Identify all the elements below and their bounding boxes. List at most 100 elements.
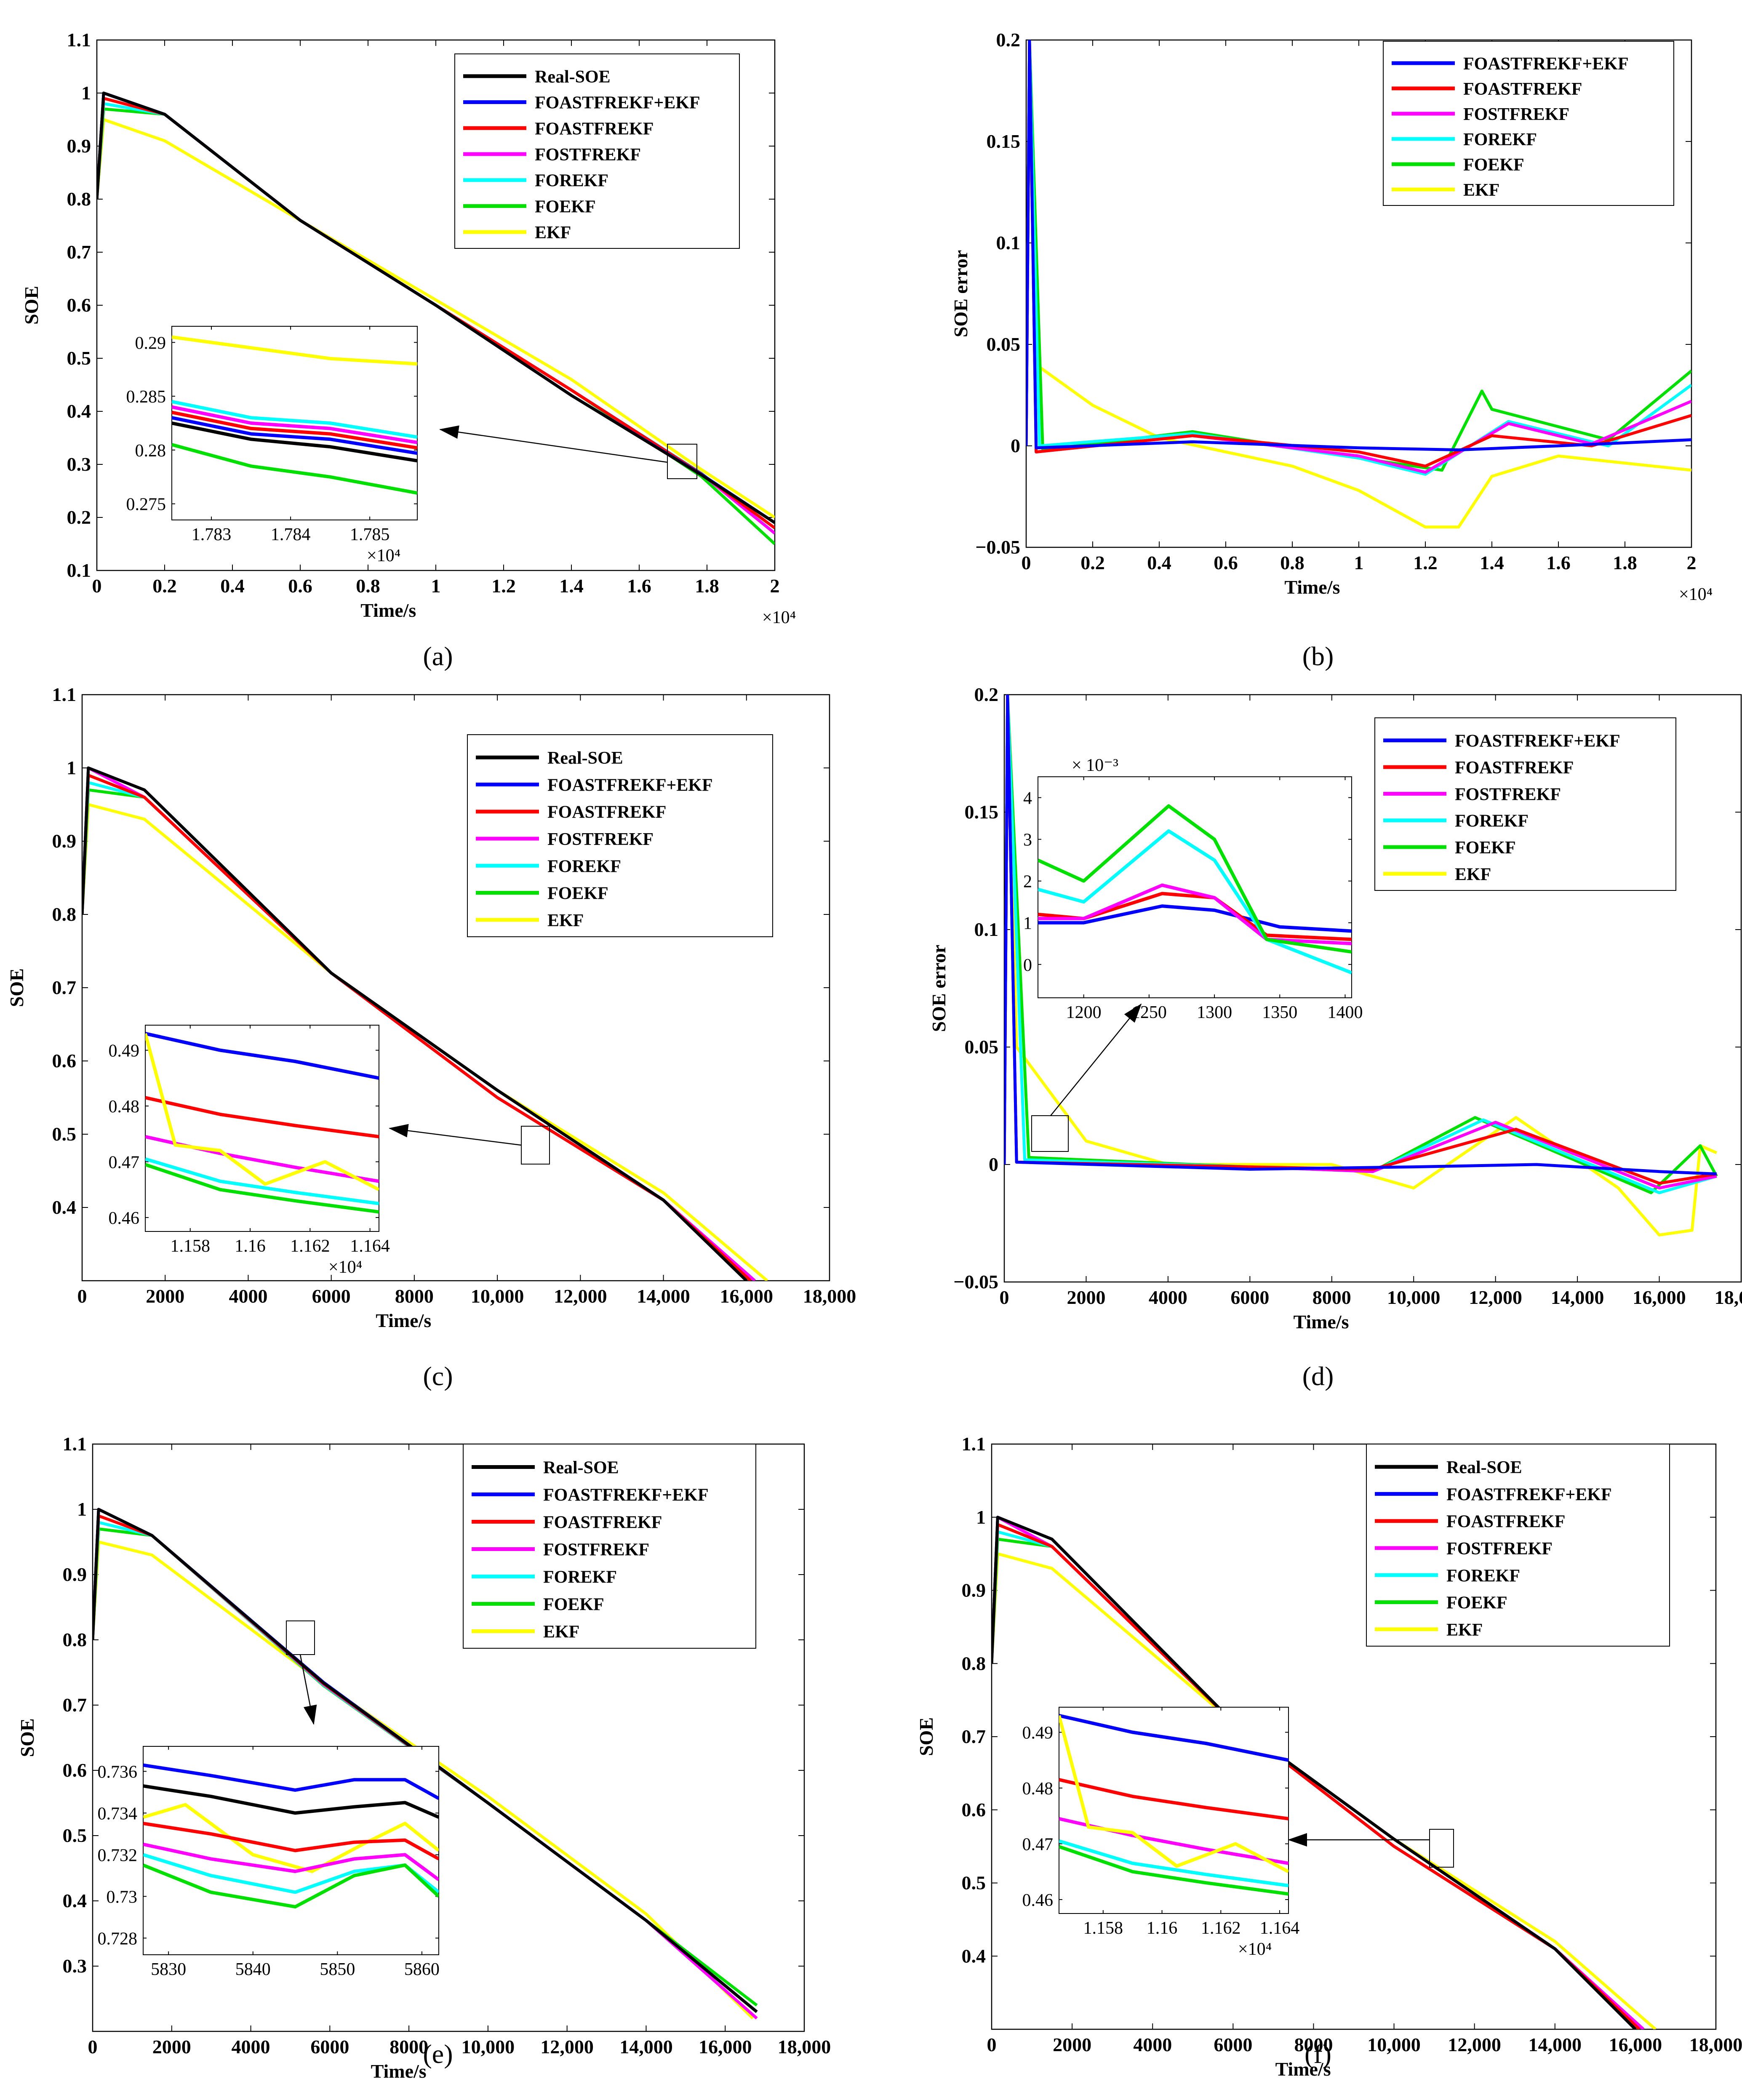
panel-label: (e) (423, 2039, 453, 2069)
y-tick-label: 0.732 (98, 1846, 138, 1865)
x-tick-label: 2000 (146, 1285, 184, 1307)
y-tick-label: 4 (1023, 789, 1032, 808)
series-line-real-soe (172, 421, 417, 463)
x-tick-label: 1.164 (350, 1237, 390, 1256)
panel-b: 0 0.2 0.4 0.6 0.8 1 1.2 1.4 1.6 1.8 2−0.0500.050.1… (950, 29, 1713, 671)
series-line-foastfrekf (1059, 1778, 1288, 1820)
y-tick-label: 0.6 (63, 1759, 87, 1781)
inset-x-exponent: ×10⁴ (367, 546, 400, 565)
legend-label: FOASTFREKF+EKF (1455, 732, 1620, 751)
legend-label: FOSTFREKF (1463, 105, 1569, 124)
inset: 1.158 1.16 1.162 1.164 0.46 0.47 0.48 0.49 ×10⁴ (109, 1025, 390, 1277)
inset-x-exponent: ×10⁴ (1238, 1940, 1272, 1959)
legend-label: FOEKF (1455, 838, 1516, 858)
y-tick-label: 0 (989, 1154, 998, 1175)
legend-label: FOASTFREKF+EKF (547, 776, 713, 795)
x-tick-label: 18,000 (1715, 1287, 1742, 1308)
y-tick-label: 0.8 (962, 1652, 986, 1674)
y-tick-label: 0.5 (962, 1872, 986, 1894)
series-line-foekf (1038, 804, 1352, 954)
x-tick-label: 4000 (1149, 1287, 1187, 1308)
legend-label: EKF (1455, 865, 1491, 884)
x-tick-label: 1.2 (1413, 552, 1438, 573)
series-line-ekf (143, 1803, 439, 1873)
y-tick-label: 0.9 (63, 1564, 87, 1585)
x-tick-label: 6000 (310, 2036, 349, 2057)
zoom-box (1429, 1829, 1454, 1868)
inset: 1200 1250 1300 1350 1400 0 1 2 3 4 × 10⁻³ (1023, 756, 1363, 1022)
x-tick-label: 14,000 (619, 2036, 673, 2057)
x-tick-label: 5850 (320, 1960, 355, 1979)
inset-x-exponent: ×10⁴ (328, 1258, 362, 1277)
x-tick-label: 0.4 (220, 575, 245, 597)
x-tick-label: 2000 (1067, 1287, 1105, 1308)
inset-frame (1038, 776, 1352, 998)
series-line-forekf (145, 1157, 379, 1205)
x-tick-label: 1200 (1066, 1003, 1102, 1022)
x-tick-label: 0.6 (1214, 552, 1238, 573)
y-tick-label: 0.5 (52, 1123, 77, 1145)
x-tick-label: 10,000 (471, 1285, 524, 1307)
legend-label: FOASTFREKF+EKF (543, 1486, 709, 1505)
y-tick-label: 1 (1023, 914, 1032, 933)
series-line-foekf (1059, 1845, 1288, 1896)
series-line-real-soe (97, 91, 775, 524)
legend-label: FOASTFREKF (547, 803, 666, 822)
x-tick-label: 0 (77, 1285, 87, 1307)
series-line-foekf (145, 1163, 379, 1214)
series-line-foastfrekf (143, 1822, 439, 1860)
y-axis-label: SOE (16, 1718, 38, 1757)
y-tick-label: 0.285 (126, 387, 166, 407)
legend-label: FOASTFREKF (1455, 758, 1574, 778)
legend-label: FOREKF (547, 857, 621, 876)
y-tick-label: 3 (1023, 831, 1032, 850)
y-tick-label: 0 (1023, 956, 1032, 975)
y-tick-label: −0.05 (953, 1271, 998, 1293)
legend-box (1374, 717, 1676, 891)
x-tick-label: 14,000 (1551, 1287, 1604, 1308)
legend-label: FOSTFREKF (543, 1540, 649, 1560)
legend-label: EKF (543, 1623, 579, 1642)
y-tick-label: 0.9 (67, 135, 91, 157)
series-line-foastfrekf-ekf (1059, 1714, 1288, 1762)
y-tick-label: 0.2 (996, 29, 1021, 51)
x-tick-label: 0.2 (1080, 552, 1105, 573)
x-tick-label: 2 (1687, 552, 1697, 573)
y-tick-label: 0.46 (1022, 1891, 1054, 1910)
inset-series-group (143, 1763, 439, 1909)
series-line-real-soe (93, 1508, 758, 2013)
series-line-foastfrekf-ekf (143, 1763, 439, 1800)
x-tick-label: 18,000 (1689, 2034, 1742, 2055)
series-line-foastfrekf-ekf (1026, 40, 1691, 452)
x-tick-label: 10,000 (1367, 2034, 1421, 2055)
series-line-foastfrekf-ekf (1004, 695, 1717, 1175)
series-line-foastfrekf-ekf (1038, 904, 1352, 933)
x-tick-label: 14,000 (1529, 2034, 1582, 2055)
x-tick-label: 1.4 (1480, 552, 1504, 573)
legend-label: FOSTFREKF (1455, 785, 1561, 804)
series-line-fostfrekf (143, 1842, 439, 1881)
x-tick-label: 1.785 (350, 525, 390, 544)
series-group (93, 1508, 758, 2020)
y-tick-label: 0.4 (67, 400, 91, 422)
y-axis-label: SOE (6, 968, 27, 1007)
x-tick-label: 1.2 (491, 575, 516, 597)
legend: Real-SOE FOASTFREKF+EKF FOASTFREKF FOSTFREK… (1366, 1444, 1670, 1647)
y-tick-label: 1.1 (962, 1433, 986, 1455)
y-tick-label: 0.7 (67, 241, 91, 263)
legend-box (454, 53, 740, 249)
x-tick-label: 1.16 (1147, 1919, 1178, 1938)
x-tick-label: 0 (1000, 1287, 1009, 1308)
y-tick-label: 2 (1023, 872, 1032, 892)
y-tick-label: 0.728 (98, 1929, 138, 1948)
y-tick-label: 0.05 (987, 333, 1021, 355)
legend-label: Real-SOE (547, 749, 623, 768)
legend: Real-SOE FOASTFREKF+EKF FOASTFREKF FOSTFREK… (467, 734, 773, 937)
y-tick-label: 0.48 (109, 1097, 140, 1117)
x-tick-label: 1.16 (235, 1237, 266, 1256)
series-line-foastfrekf-ekf (172, 416, 417, 455)
inset-y-exponent: × 10⁻³ (1072, 756, 1118, 775)
x-tick-label: 1.158 (170, 1237, 210, 1256)
inset-series-group (1038, 804, 1352, 975)
